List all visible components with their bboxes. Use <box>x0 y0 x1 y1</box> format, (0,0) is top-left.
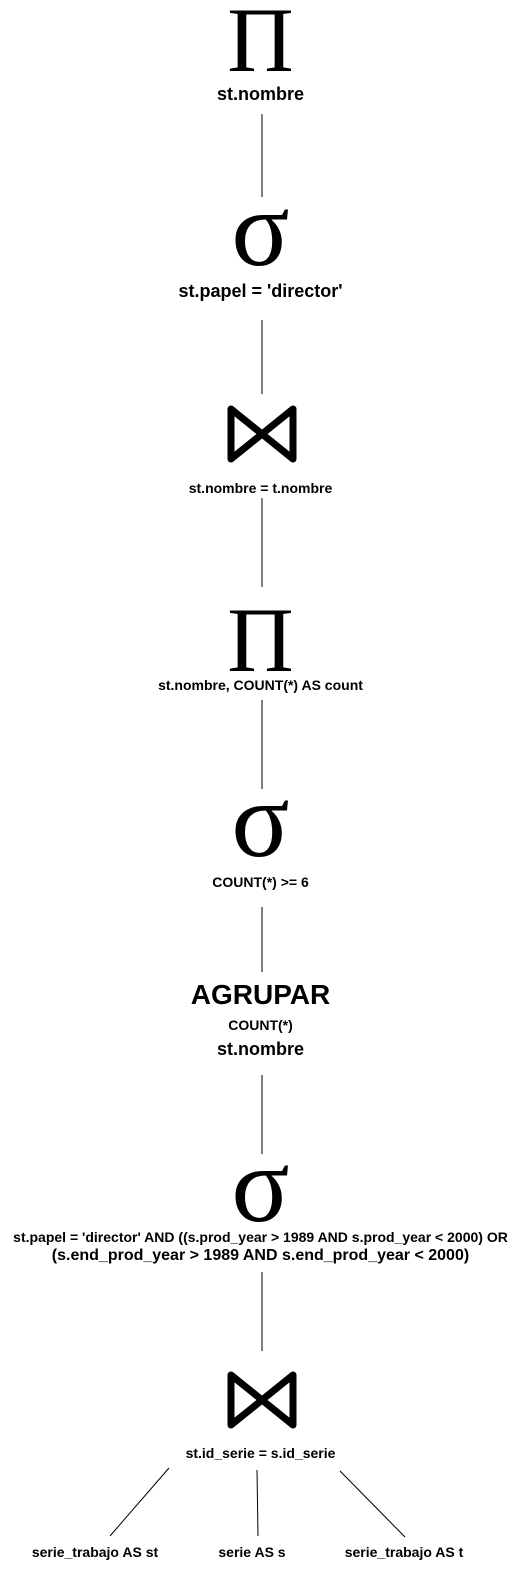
edge-join-leaf-st <box>109 1467 170 1537</box>
projection-icon: Π <box>227 0 294 91</box>
group-title: AGRUPAR <box>190 979 331 1010</box>
projection-label: st.nombre <box>216 84 304 104</box>
edge-join-leaf-t <box>339 1470 406 1538</box>
join-icon <box>227 1371 297 1429</box>
selection-icon: σ <box>231 1126 290 1245</box>
projection-icon: Π <box>227 589 294 691</box>
projection-label: st.nombre, COUNT(*) AS count <box>158 677 363 693</box>
selection-label-line1: st.papel = 'director' AND ((s.prod_year … <box>13 1229 508 1245</box>
leaf-relation: serie AS s <box>218 1544 286 1560</box>
selection-label: COUNT(*) >= 6 <box>212 874 309 890</box>
join-icon <box>227 405 297 463</box>
selection-icon: σ <box>231 170 290 289</box>
group-attribute: st.nombre <box>216 1039 304 1059</box>
edge-join-leaf-s <box>256 1469 259 1537</box>
join-label: st.id_serie = s.id_serie <box>185 1445 336 1461</box>
selection-icon: σ <box>231 761 290 880</box>
selection-label-line2: (s.end_prod_year > 1989 AND s.end_prod_y… <box>51 1247 470 1264</box>
join-label: st.nombre = t.nombre <box>188 480 333 496</box>
leaf-relation: serie_trabajo AS t <box>344 1544 464 1560</box>
group-aggregate: COUNT(*) <box>228 1017 293 1033</box>
leaf-relation: serie_trabajo AS st <box>31 1544 159 1560</box>
selection-label: st.papel = 'director' <box>178 281 343 301</box>
